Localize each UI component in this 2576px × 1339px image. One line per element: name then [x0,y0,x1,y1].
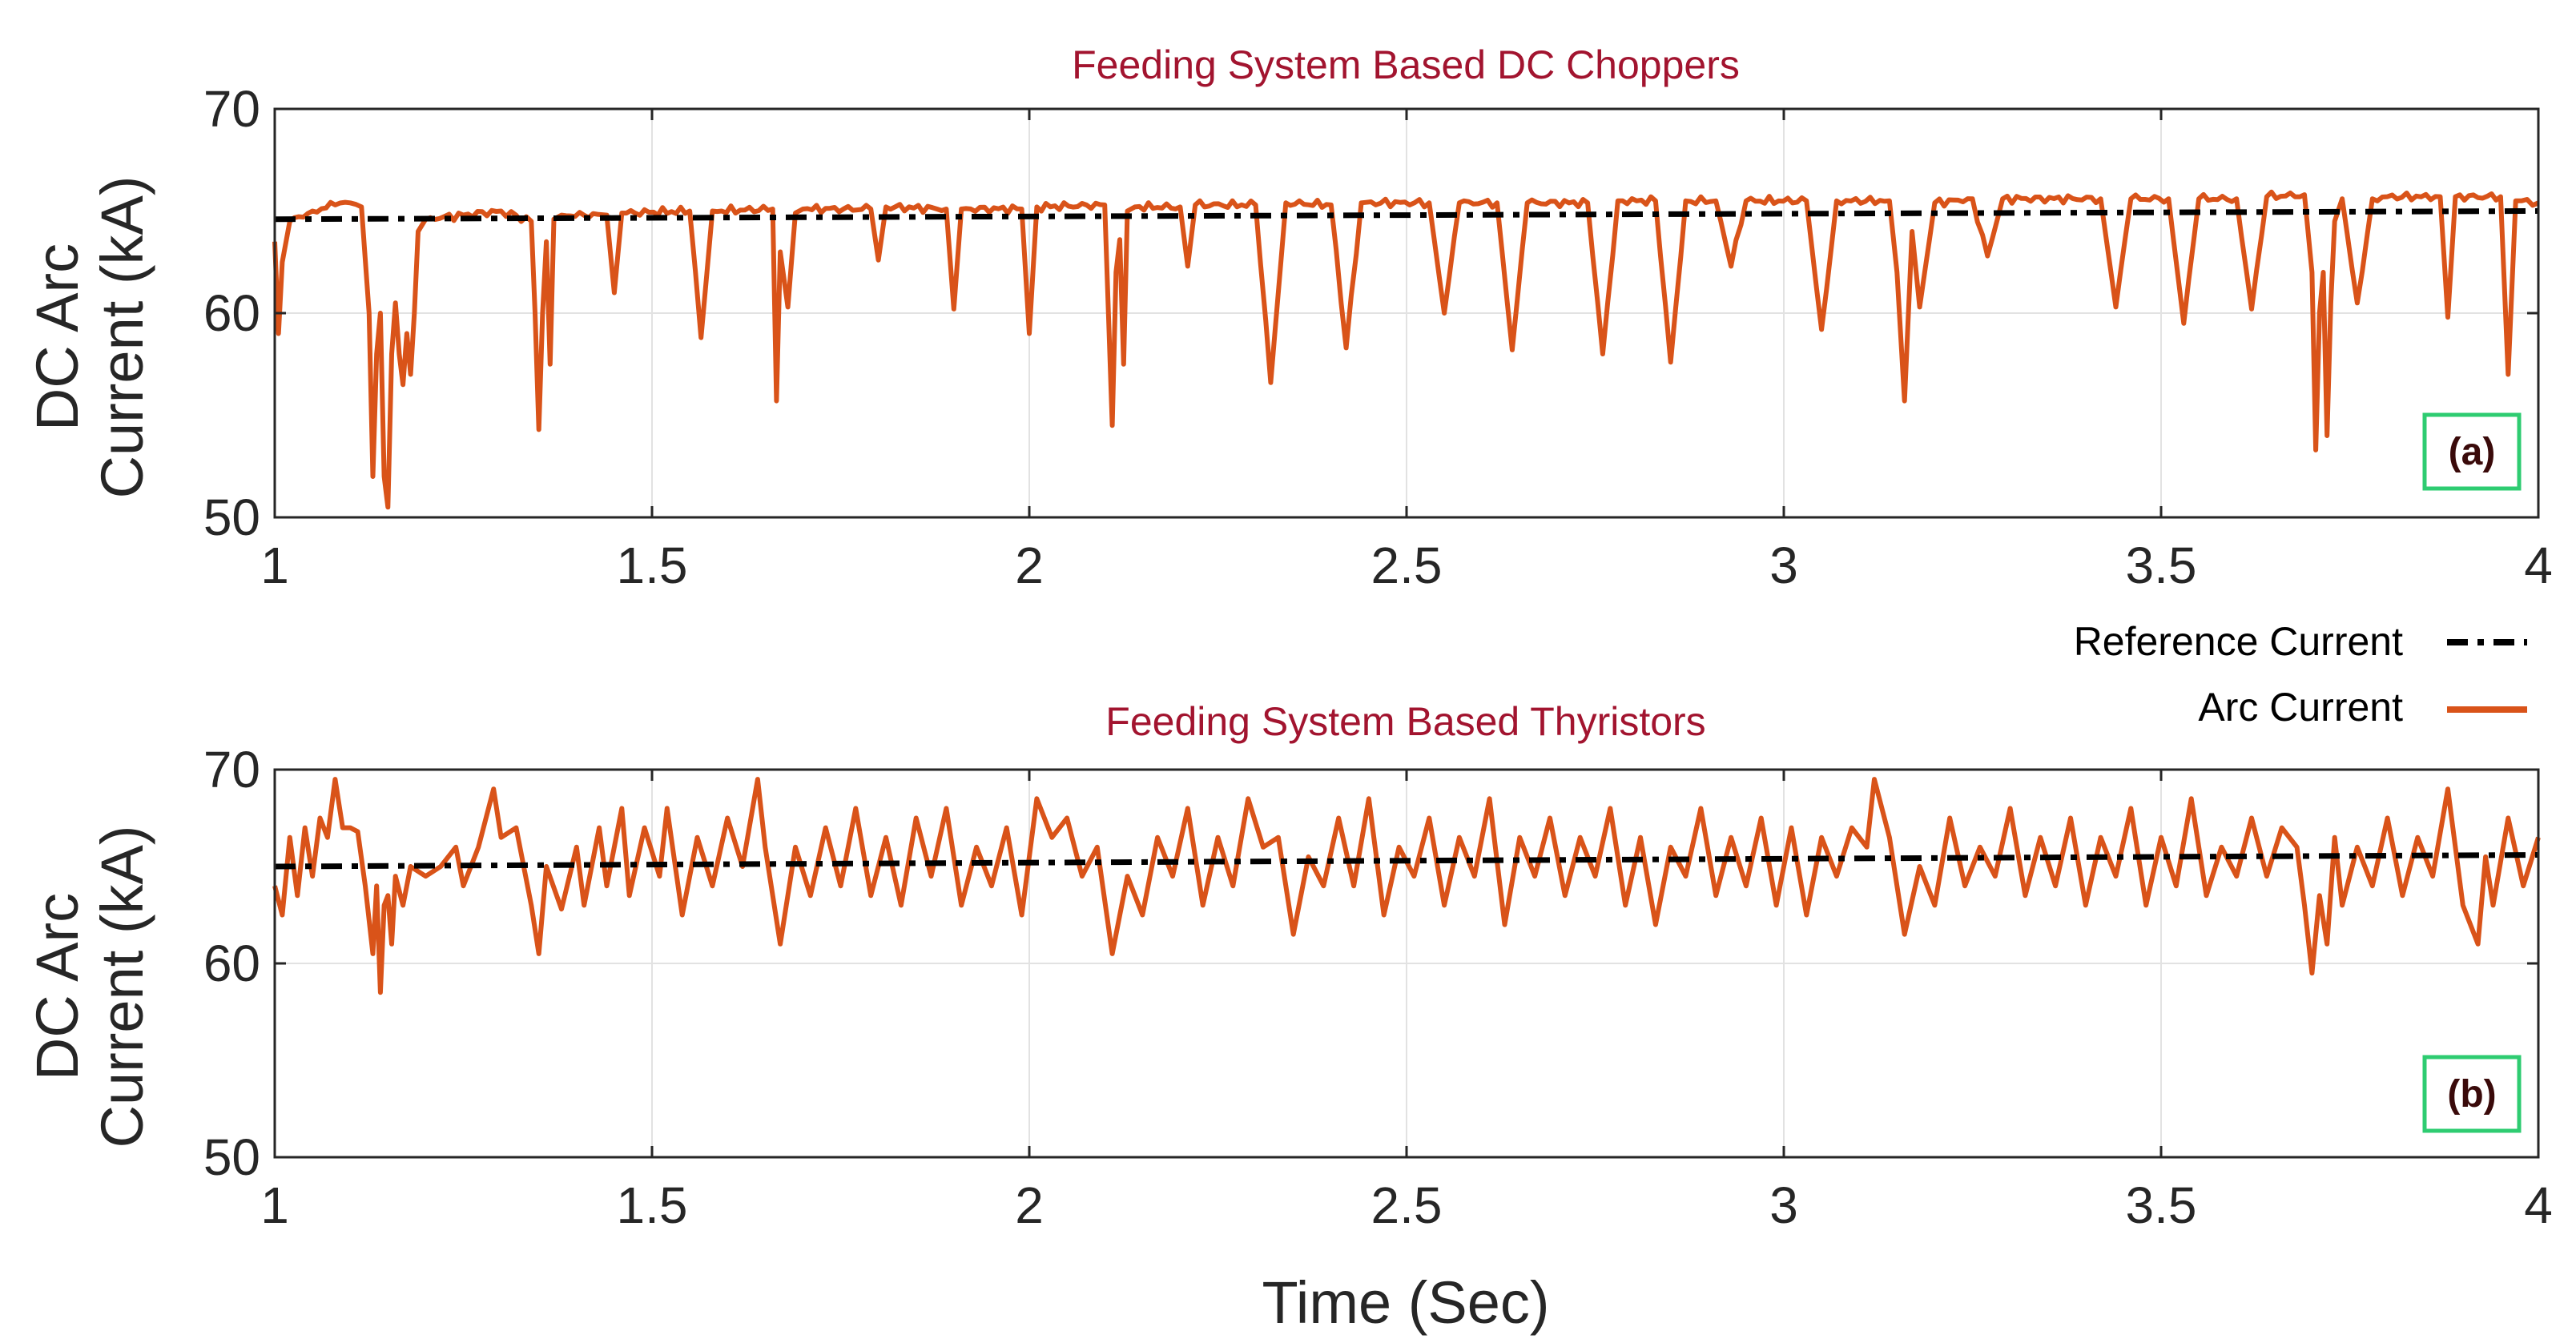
ticks-b: 1 1.5 2 2.5 3 3.5 4 50 60 70 [203,741,2553,1234]
chart-title-b: Feeding System Based Thyristors [1105,699,1705,744]
legend: Reference Current Arc Current [2074,619,2527,730]
y-axis-label-line2-a: Current (kA) [89,176,155,499]
x-tick-label: 4 [2524,1176,2553,1234]
x-tick-label: 3 [1769,1176,1798,1234]
chart-panel-b: Feeding System Based Thyristors 1 1.5 2 2.5… [24,699,2553,1336]
x-tick-label: 2.5 [1371,537,1443,594]
y-axis-label-line1-a: DC Arc [24,243,91,431]
y-tick-label: 70 [203,80,260,138]
x-tick-label: 3 [1769,537,1798,594]
series-line-reference-current [274,208,2539,223]
x-tick-label: 1 [260,1176,289,1234]
chart-panel-a: Feeding System Based DC Choppers 1 1.5 2 2.… [24,42,2553,594]
x-tick-label: 1 [260,537,289,594]
y-axis-label-line1-b: DC Arc [24,893,91,1080]
y-tick-label: 70 [203,741,260,798]
x-tick-label: 1.5 [617,537,688,594]
series-group-a [272,189,2540,510]
series-line-arc-current [272,189,2540,510]
panel-label-box-b [2422,1055,2522,1133]
series-line-arc-current [272,777,2541,995]
y-tick-label: 60 [203,284,260,342]
ticks-a: 1 1.5 2 2.5 3 3.5 4 50 60 70 [203,80,2553,594]
x-tick-label: 1.5 [617,1176,688,1234]
x-tick-label: 2.5 [1371,1176,1443,1234]
y-tick-label: 50 [203,489,260,546]
x-tick-label: 4 [2524,537,2553,594]
x-tick-label: 3.5 [2126,537,2197,594]
legend-label-arc-current: Arc Current [2198,685,2403,730]
series-line-reference-current [274,852,2539,870]
chart-title-a: Feeding System Based DC Choppers [1072,42,1740,87]
x-tick-label: 2 [1015,537,1044,594]
y-tick-label: 50 [203,1128,260,1186]
y-axis-label-line2-b: Current (kA) [89,826,155,1148]
x-tick-label: 2 [1015,1176,1044,1234]
x-tick-label: 3.5 [2126,1176,2197,1234]
x-axis-label: Time (Sec) [1262,1269,1549,1336]
panel-label-box-a [2422,412,2522,491]
legend-label-reference-current: Reference Current [2074,619,2403,664]
panel-label-b: (b) [2447,1073,2496,1116]
panel-label-a: (a) [2449,431,2496,473]
series-group-b [272,777,2541,995]
y-tick-label: 60 [203,935,260,992]
